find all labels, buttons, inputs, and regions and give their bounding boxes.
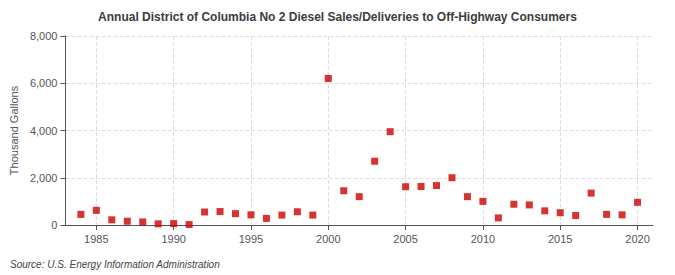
- svg-text:2015: 2015: [548, 233, 572, 245]
- svg-text:8,000: 8,000: [30, 30, 58, 42]
- svg-text:4,000: 4,000: [30, 125, 58, 137]
- svg-text:1985: 1985: [84, 233, 108, 245]
- svg-text:Annual District of Columbia No: Annual District of Columbia No 2 Diesel …: [98, 10, 577, 24]
- svg-text:2000: 2000: [316, 233, 340, 245]
- svg-text:2,000: 2,000: [30, 172, 58, 184]
- svg-text:1995: 1995: [239, 233, 263, 245]
- svg-text:2020: 2020: [625, 233, 649, 245]
- svg-text:Thousand Gallons: Thousand Gallons: [8, 85, 20, 175]
- svg-text:0: 0: [51, 219, 57, 231]
- svg-text:2005: 2005: [393, 233, 417, 245]
- svg-text:Source: U.S. Energy Informatio: Source: U.S. Energy Information Administ…: [10, 259, 220, 270]
- svg-text:1990: 1990: [161, 233, 185, 245]
- svg-text:2010: 2010: [471, 233, 495, 245]
- svg-text:6,000: 6,000: [30, 77, 58, 89]
